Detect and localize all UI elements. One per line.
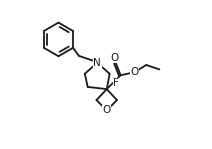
Text: O: O	[130, 67, 139, 77]
Text: O: O	[103, 105, 111, 115]
Text: F: F	[113, 78, 119, 88]
Text: N: N	[93, 58, 101, 68]
Text: O: O	[111, 53, 119, 63]
